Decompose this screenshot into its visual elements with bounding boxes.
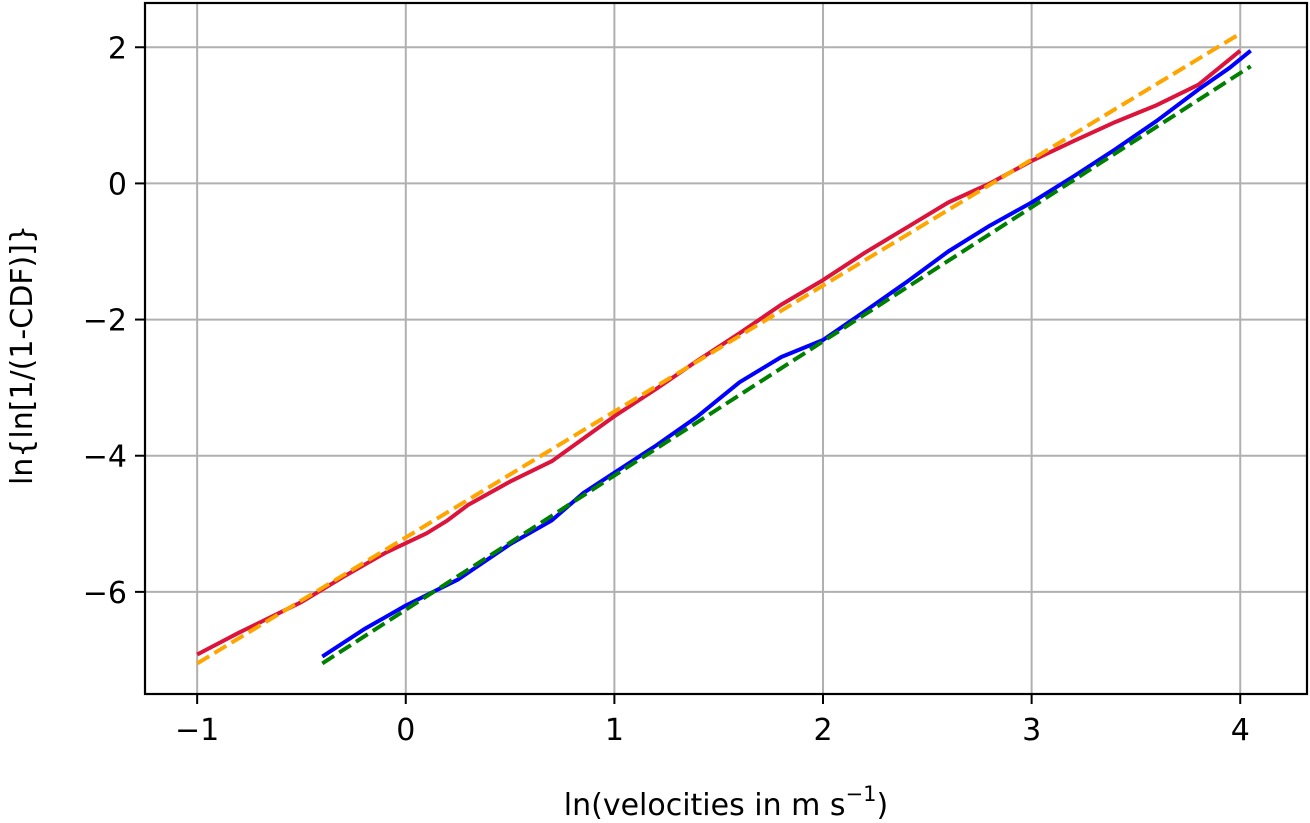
series-line-2 [196,31,1242,666]
x-axis-ticks: −1 0 1 2 3 4 [175,694,1250,748]
x-axis-label: ln(velocities in m s−1) [564,782,888,823]
y-tick-label: 2 [108,31,127,66]
x-tick-label: 2 [813,713,832,748]
y-tick-label: −2 [83,304,127,339]
x-tick-label: 0 [396,713,415,748]
series-line-4 [321,64,1252,666]
y-tick-label: −4 [83,440,127,475]
series-layer [196,31,1252,666]
y-tick-label: −6 [83,576,127,611]
x-tick-label: 4 [1231,713,1250,748]
y-axis-ticks: 2 0 −2 −4 −6 [83,31,145,611]
series-line-3 [321,49,1252,659]
x-tick-label: −1 [175,713,219,748]
x-tick-label: 3 [1022,713,1041,748]
plot-frame [143,1,1309,696]
x-tick-label: 1 [605,713,624,748]
grid-lines [145,3,1307,694]
y-axis-label: ln{ln[1/(1-CDF)]} [5,225,40,485]
y-tick-label: 0 [108,167,127,202]
series-line-1 [196,49,1242,657]
